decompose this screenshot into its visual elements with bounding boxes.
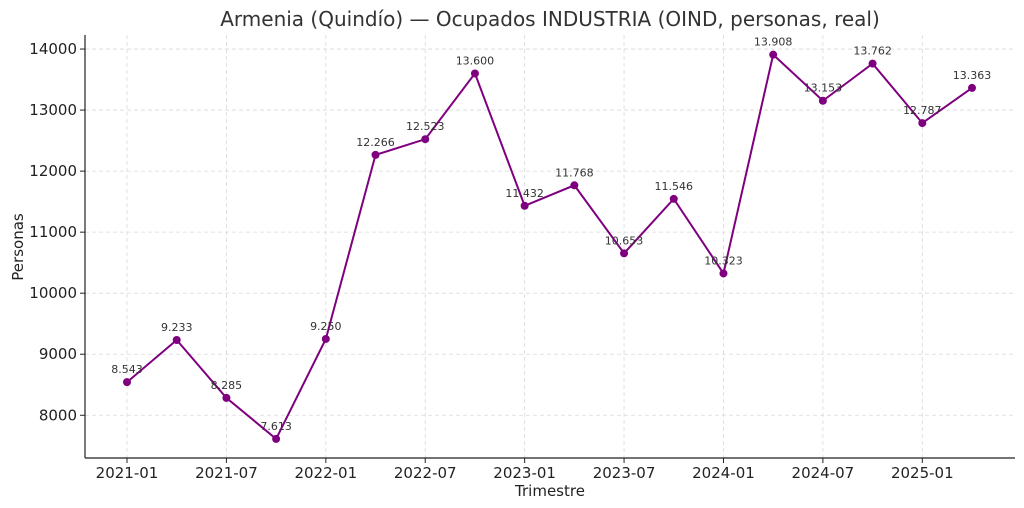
x-tick-label: 2022-07: [394, 464, 457, 482]
data-labels: 8.543 9.233 8.285 7.613 9.250 12.266 12.523 13.…: [111, 36, 991, 433]
data-label: 13.363: [953, 69, 992, 82]
data-point: [421, 135, 430, 144]
data-point: [570, 181, 579, 190]
data-point: [371, 150, 380, 159]
series-line: [126, 52, 973, 441]
data-label: 8.543: [111, 363, 143, 376]
data-label: 11.768: [555, 166, 594, 179]
x-tick-label: 2024-07: [792, 464, 855, 482]
axis-ticks: 8000 9000 10000 11000 12000 13000 14000 2021-01…: [29, 40, 953, 482]
chart-title: Armenia (Quindío) — Ocupados INDUSTRIA (…: [220, 7, 880, 31]
data-point: [968, 83, 976, 92]
data-label: 12.523: [406, 120, 445, 133]
data-label: 11.546: [655, 180, 694, 193]
y-tick-label: 10000: [29, 284, 77, 302]
data-point: [918, 119, 927, 128]
y-tick-label: 14000: [29, 40, 77, 58]
x-tick-label: 2025-01: [891, 464, 954, 482]
series-line-group: [123, 50, 976, 443]
x-tick-label: 2022-01: [294, 464, 357, 482]
data-point: [123, 378, 131, 387]
y-tick-label: 13000: [29, 101, 77, 119]
data-point: [868, 59, 877, 68]
data-point: [272, 434, 281, 443]
data-label: 12.266: [356, 136, 395, 149]
data-point: [669, 194, 678, 203]
x-tick-label: 2021-01: [96, 464, 159, 482]
data-label: 10.323: [704, 254, 743, 267]
data-label: 7.613: [260, 420, 292, 433]
y-tick-label: 9000: [39, 345, 77, 363]
data-point: [620, 249, 629, 258]
data-label: 9.233: [161, 321, 193, 334]
data-label: 11.432: [505, 187, 544, 200]
data-label: 13.600: [456, 54, 495, 67]
data-label: 13.762: [853, 45, 892, 58]
grid-lines: [85, 35, 1015, 458]
data-point: [818, 96, 827, 105]
data-label: 12.787: [903, 104, 942, 117]
x-tick-label: 2024-01: [692, 464, 755, 482]
x-axis-label: Trimestre: [514, 482, 585, 500]
x-tick-label: 2021-07: [195, 464, 258, 482]
data-label: 13.153: [804, 82, 843, 95]
y-tick-label: 12000: [29, 162, 77, 180]
data-point: [172, 336, 181, 345]
data-label: 8.285: [211, 379, 243, 392]
data-point: [470, 69, 479, 78]
y-tick-label: 11000: [29, 223, 77, 241]
data-label: 9.250: [310, 320, 342, 333]
y-axis-label: Personas: [9, 213, 27, 281]
y-tick-label: 8000: [39, 406, 77, 424]
x-tick-label: 2023-01: [493, 464, 556, 482]
data-point: [520, 201, 529, 210]
data-point: [719, 269, 728, 278]
data-point: [222, 393, 231, 402]
data-point: [769, 50, 778, 59]
x-tick-label: 2023-07: [593, 464, 656, 482]
data-label: 13.908: [754, 36, 793, 49]
data-label: 10.653: [605, 234, 644, 247]
data-point: [321, 334, 330, 343]
